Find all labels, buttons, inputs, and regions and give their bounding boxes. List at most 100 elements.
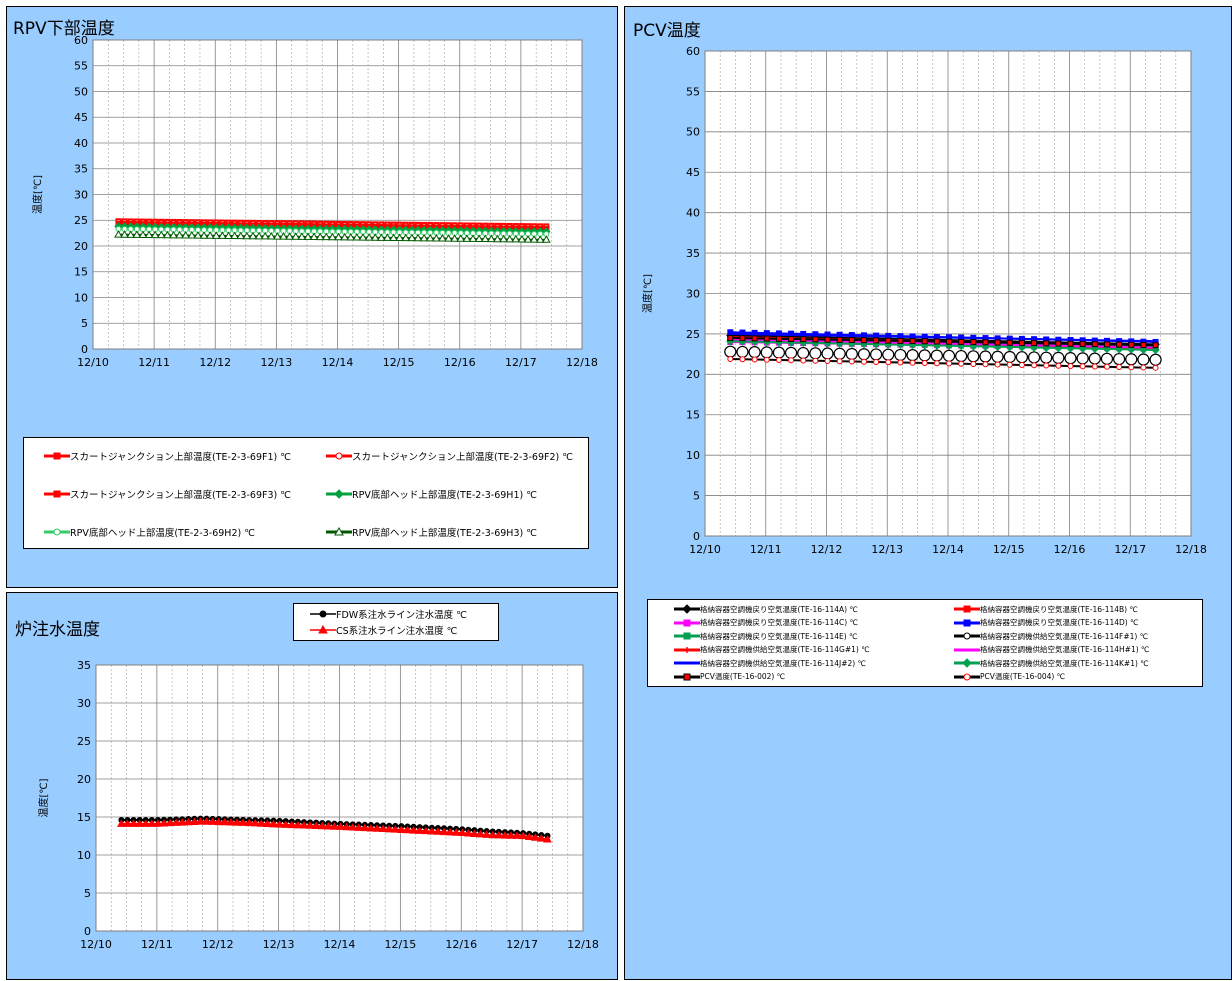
pcv-data-point (751, 356, 758, 363)
pcv-ticks: 0 5 10 15 20 25 30 35 40 45 50 55 60 12/10 12/11 12/12 1… (686, 45, 1207, 556)
water-data-point (390, 825, 400, 833)
pcv-xtick-label: 12/14 (932, 543, 964, 556)
water-data-point (433, 827, 443, 835)
rpv-data-point (120, 230, 129, 238)
water-data-point (263, 819, 272, 828)
pcv-legend-swatch (954, 619, 980, 626)
rpv-data-point (328, 232, 337, 241)
rpv-ytick-label: 20 (74, 240, 88, 253)
pcv-plot: 0 5 10 15 20 25 30 35 40 45 50 55 60 12/10 12/11 12/12 1… (641, 45, 1207, 556)
water-data-point (305, 821, 315, 829)
pcv-data-point (1076, 352, 1089, 365)
pcv-data-point (906, 349, 919, 362)
rpv-data-point (462, 234, 472, 242)
pcv-data-point (1125, 353, 1138, 366)
rpv-legend-label: RPV底部ヘッド上部温度(TE-2-3-69H3) ℃ (352, 528, 537, 539)
pcv-data-point (1031, 340, 1038, 347)
water-data-point (165, 818, 175, 827)
pcv-data-point (918, 349, 931, 362)
rpv-xtick-label: 12/10 (77, 356, 109, 369)
water-xtick-label: 12/14 (324, 938, 356, 951)
rpv-ytick-label: 35 (74, 163, 88, 176)
water-data-point (293, 820, 303, 829)
rpv-legend-marker (53, 452, 61, 460)
pcv-data-point (860, 337, 867, 344)
pcv-data-point (946, 338, 953, 345)
pcv-legend-swatch (674, 619, 700, 626)
pcv-data-point (848, 337, 855, 344)
rpv-data-point (132, 230, 142, 238)
pcv-data-point (788, 335, 795, 342)
pcv-legend-marker (684, 646, 690, 653)
rpv-legend-swatch (326, 489, 352, 499)
water-plot-border (95, 664, 584, 932)
water-data-point (141, 819, 151, 827)
rpv-ytick-label: 45 (74, 111, 88, 124)
water-data-point (232, 818, 242, 826)
pcv-data-point (1140, 341, 1147, 348)
pcv-data-point (860, 358, 867, 365)
rpv-data-point (352, 233, 362, 241)
pcv-data-point (885, 337, 892, 344)
pcv-ytick-label: 5 (693, 489, 700, 502)
rpv-data-point (346, 232, 356, 241)
rpv-data-point (138, 230, 148, 238)
water-legend-label: CS系注水ライン注水温度 ℃ (336, 626, 458, 637)
pcv-ytick-label: 25 (686, 328, 700, 341)
rpv-data-point (364, 233, 374, 241)
water-xtick-label: 12/15 (385, 938, 417, 951)
pcv-legend-swatch (954, 658, 980, 668)
pcv-data-point (727, 355, 734, 362)
pcv-data-point (958, 360, 965, 367)
water-ticks: 0 5 10 15 20 25 30 35 12/10 12/11 12/12 12/13 12/14 1… (77, 659, 599, 951)
pcv-legend-item: 格納容器空調機供給空気温度(TE-16-114H#1) ℃ (954, 644, 1149, 656)
pcv-ytick-label: 10 (686, 449, 700, 462)
rpv-data-point (260, 231, 270, 240)
rpv-legend-item: スカートジャンクション上部温度(TE-2-3-69F2) ℃ (326, 449, 573, 463)
rpv-xtick-label: 12/15 (383, 356, 415, 369)
water-data-point (537, 834, 546, 842)
pcv-data-point (836, 358, 843, 365)
pcv-legend-marker (682, 604, 692, 614)
water-data-point (403, 825, 412, 834)
water-legend-swatch (310, 610, 336, 618)
water-data-point (281, 820, 291, 828)
rpv-xtick-label: 12/11 (138, 356, 170, 369)
pcv-data-point (1003, 350, 1016, 364)
rpv-data-point (505, 234, 515, 243)
water-legend-marker (318, 624, 328, 634)
rpv-data-point (181, 230, 191, 239)
pcv-data-point (739, 356, 746, 363)
pcv-xtick-label: 12/11 (750, 543, 782, 556)
pcv-data-point (727, 334, 734, 341)
water-data-point (135, 819, 144, 827)
pcv-data-point (982, 339, 989, 346)
rpv-xtick-label: 12/18 (566, 356, 598, 369)
rpv-data-point (468, 234, 478, 242)
pcv-legend-label: 格納容器空調機供給空気温度(TE-16-114H#1) ℃ (980, 645, 1150, 654)
water-ytick-label: 25 (77, 735, 91, 748)
rpv-plot-border (92, 39, 583, 350)
rpv-legend-marker (335, 452, 343, 460)
pcv-data-point (800, 357, 807, 364)
water-data-point (123, 819, 132, 827)
pcv-ytick-label: 30 (686, 287, 700, 300)
pcv-data-point (857, 348, 871, 361)
pcv-legend-item: 格納容器空調機供給空気温度(TE-16-114K#1) ℃ (954, 657, 1149, 669)
rpv-xtick-label: 12/17 (505, 356, 537, 369)
pcv-data-point (1055, 362, 1062, 369)
water-legend-item: FDW系注水ライン注水温度 ℃ (310, 607, 467, 621)
pcv-data-point (824, 336, 831, 343)
pcv-data-point (1113, 352, 1126, 366)
water-data-point (427, 826, 437, 835)
water-ytick-label: 5 (84, 887, 91, 900)
pcv-ytick-label: 60 (686, 45, 700, 58)
pcv-data-point (836, 336, 843, 343)
water-data-point (354, 823, 364, 831)
rpv-legend-marker (334, 489, 344, 499)
pcv-data-point (921, 360, 928, 367)
pcv-data-point (894, 348, 907, 362)
water-series-markers (116, 817, 552, 843)
water-data-point (518, 831, 528, 840)
water-data-point (348, 823, 358, 831)
